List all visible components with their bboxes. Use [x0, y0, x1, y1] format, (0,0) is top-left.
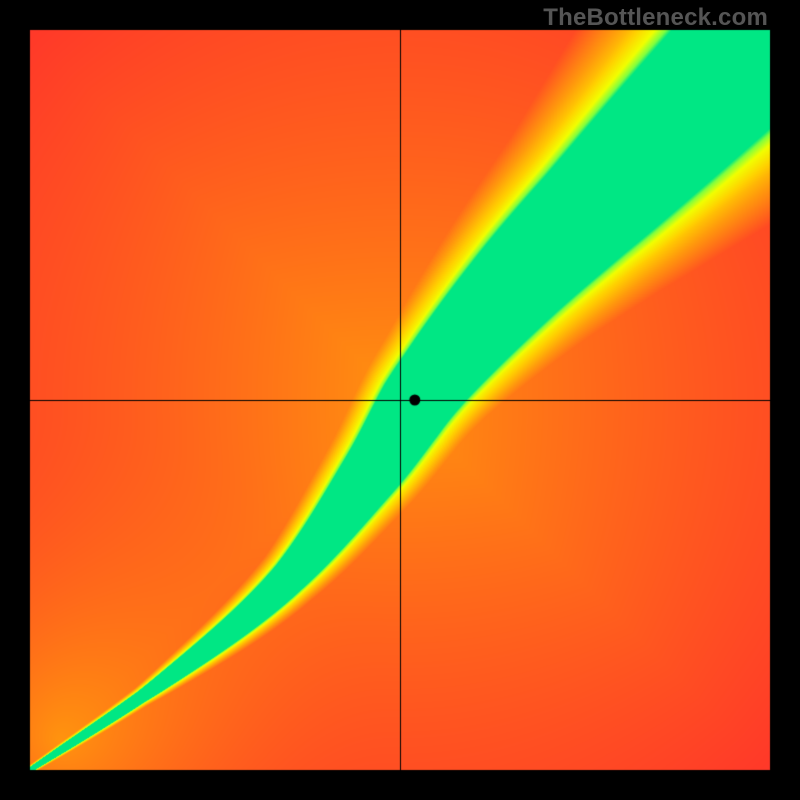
- bottleneck-heatmap: [0, 0, 800, 800]
- chart-stage: TheBottleneck.com: [0, 0, 800, 800]
- watermark-label: TheBottleneck.com: [543, 4, 768, 32]
